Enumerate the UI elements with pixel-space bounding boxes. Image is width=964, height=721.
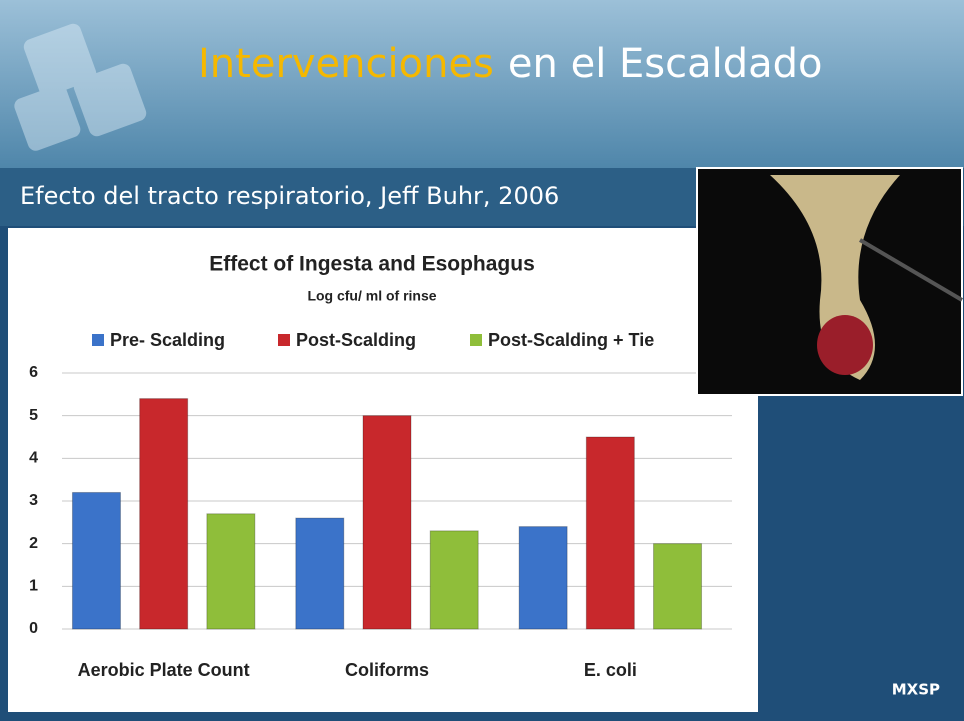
bar	[71, 491, 121, 630]
footer: MXSP	[892, 681, 940, 699]
bar	[585, 436, 635, 630]
slide-title: Intervenciones en el Escaldado	[198, 41, 823, 87]
x-tick-label: Aerobic Plate Count	[78, 660, 250, 680]
bar	[362, 415, 412, 630]
y-tick-label: 6	[29, 364, 38, 381]
y-tick-label: 1	[29, 578, 38, 595]
x-tick-label: E. coli	[584, 660, 637, 680]
chart-title: Effect of Ingesta and Esophagus	[209, 253, 535, 276]
title-band	[0, 0, 964, 168]
title-highlight: Intervenciones	[198, 41, 494, 87]
y-tick-label: 0	[29, 620, 38, 637]
y-tick-label: 2	[29, 535, 38, 552]
chart-subtitle: Log cfu/ ml of rinse	[307, 288, 436, 304]
title-rest: en el Escaldado	[508, 41, 823, 87]
bar	[653, 543, 703, 630]
slide-subtitle: Efecto del tracto respiratorio, Jeff Buh…	[20, 182, 559, 210]
legend-label: Pre- Scalding	[110, 330, 225, 350]
legend-swatch	[92, 334, 104, 346]
photo	[696, 167, 964, 396]
chart: Effect of Ingesta and Esophagus Log cfu/…	[29, 253, 732, 680]
bar	[139, 398, 189, 630]
y-tick-label: 3	[29, 492, 38, 509]
x-tick-label: Coliforms	[345, 660, 429, 680]
bar	[206, 513, 256, 630]
bar	[518, 526, 568, 630]
y-tick-label: 4	[29, 450, 38, 467]
bar	[429, 530, 479, 630]
bar	[295, 517, 345, 630]
puzzle-decoration	[14, 23, 147, 151]
y-tick-label: 5	[29, 407, 38, 424]
legend-label: Post-Scalding	[296, 330, 416, 350]
legend-swatch	[470, 334, 482, 346]
legend-label: Post-Scalding + Tie	[488, 330, 654, 350]
legend-swatch	[278, 334, 290, 346]
